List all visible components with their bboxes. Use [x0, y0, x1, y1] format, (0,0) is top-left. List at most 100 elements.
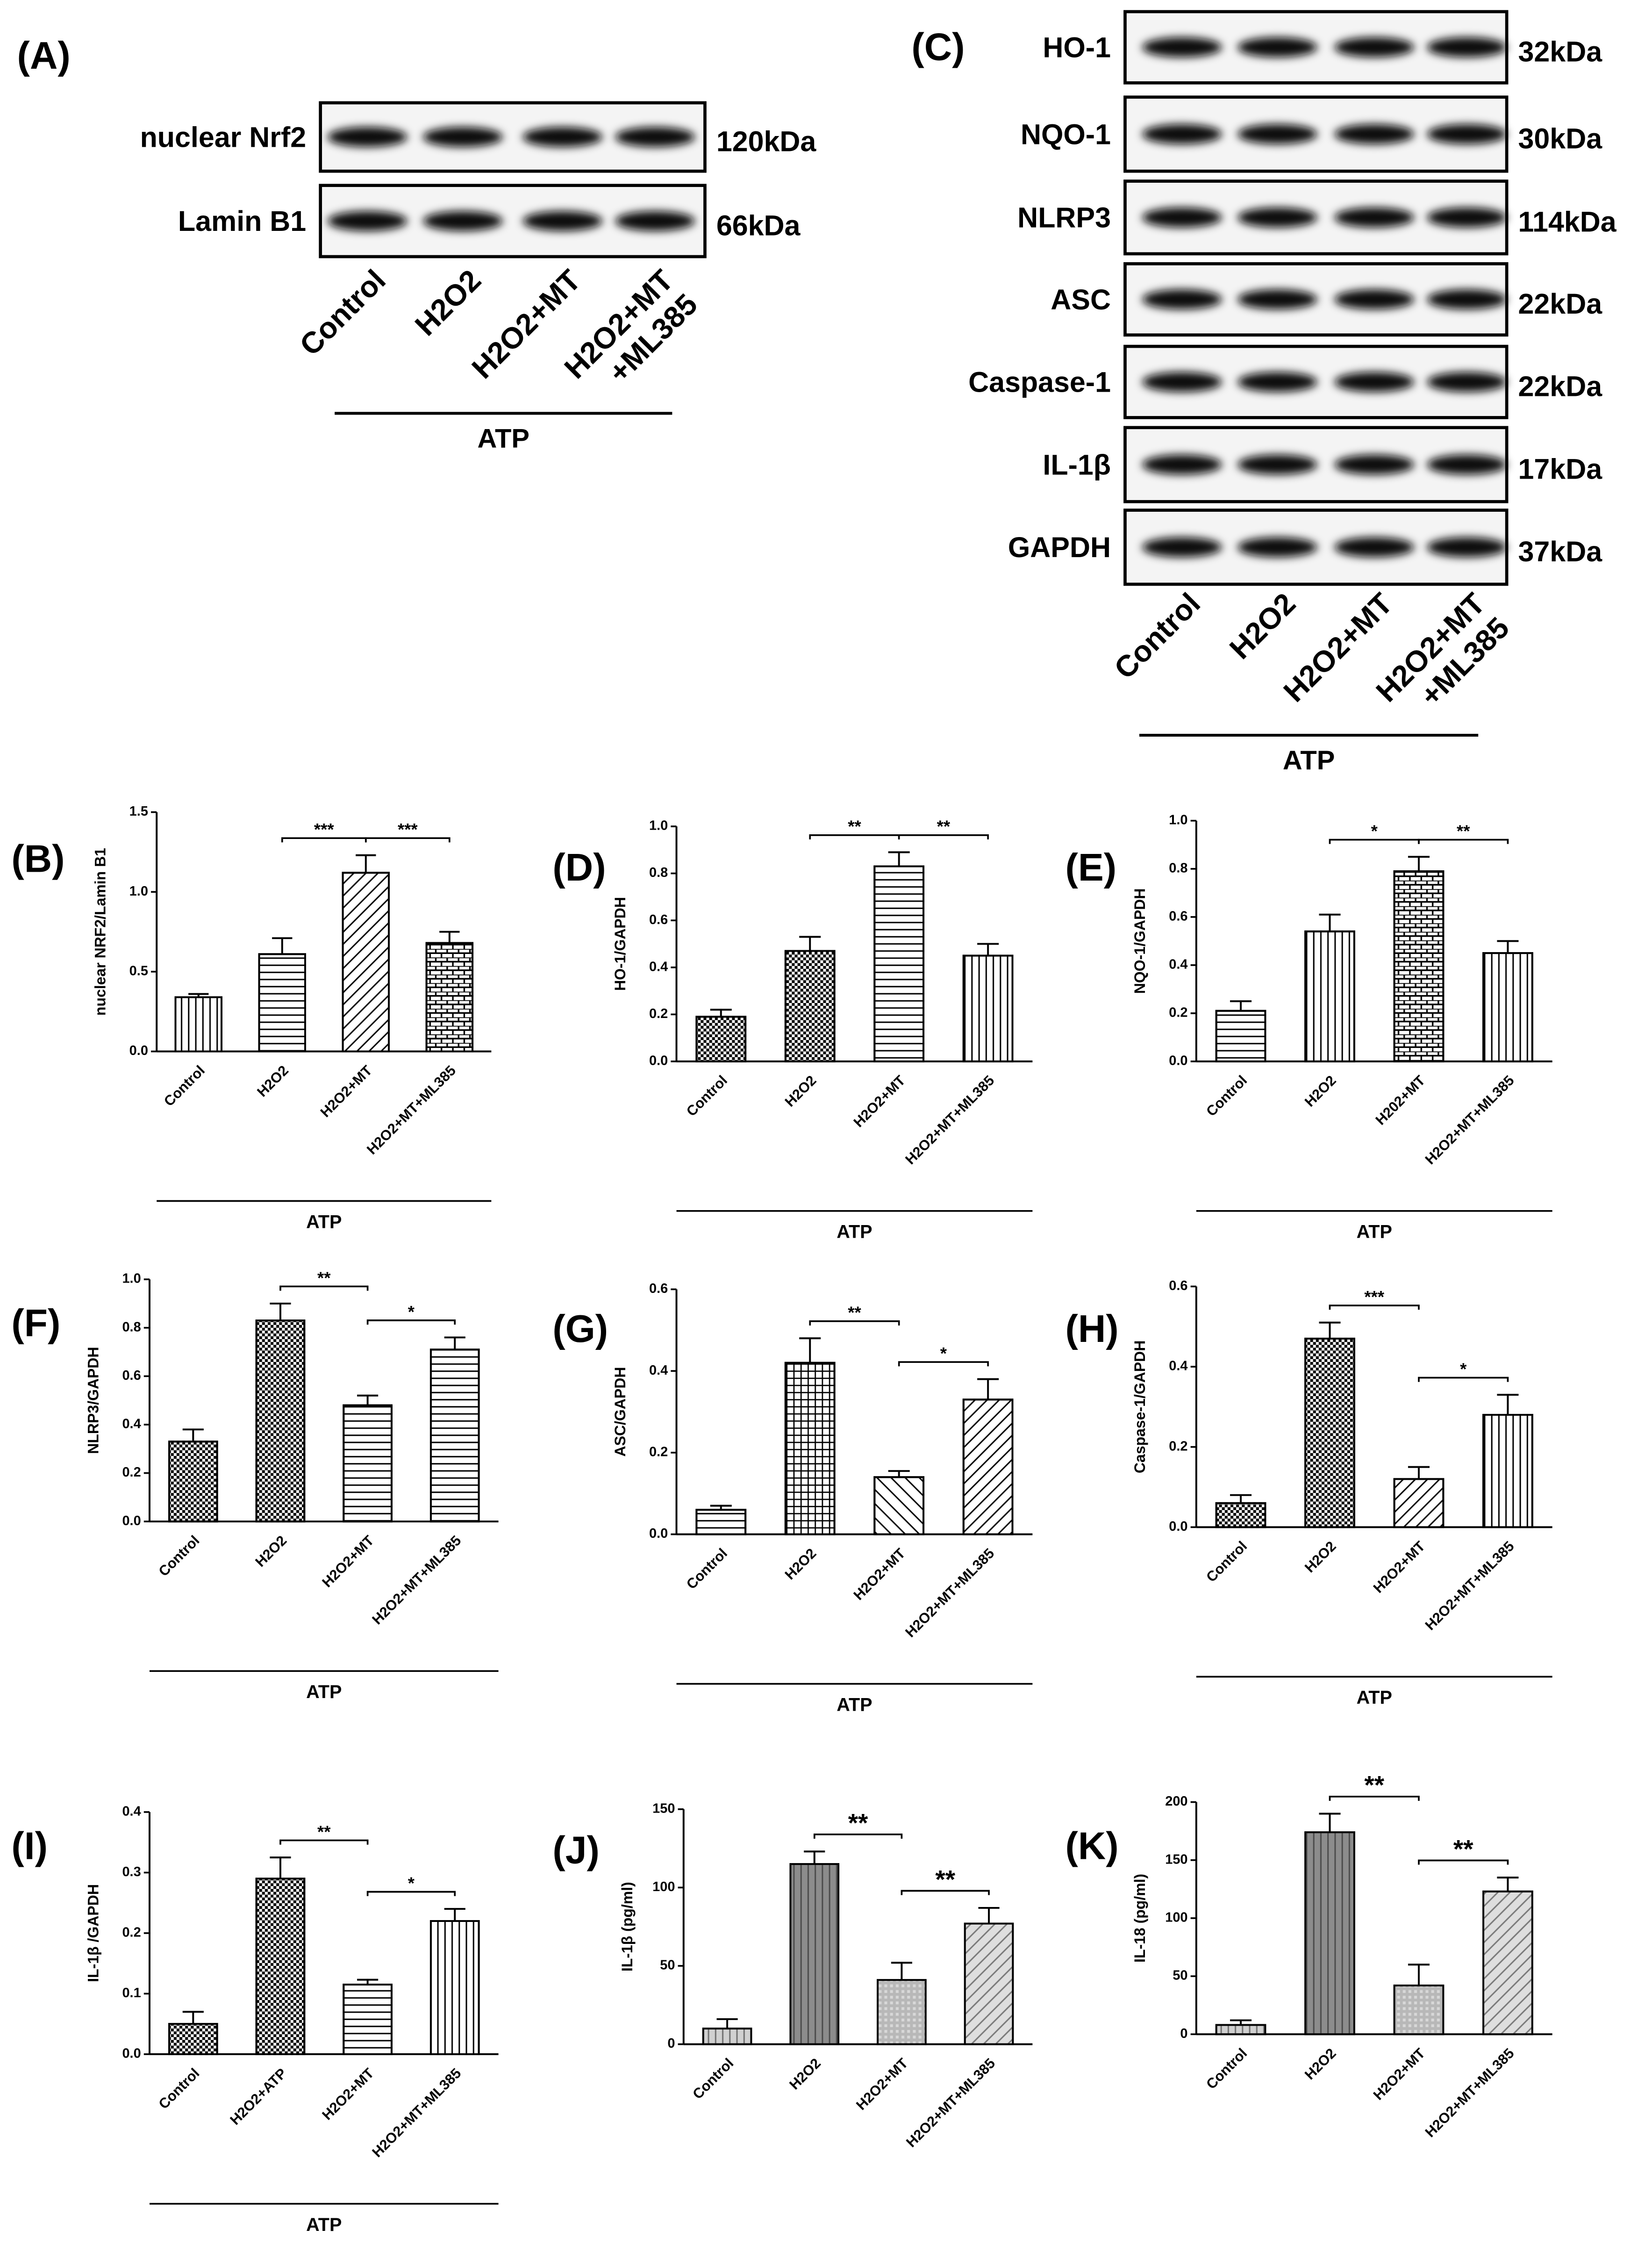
x-tick-label: H2O2: [254, 1062, 292, 1100]
x-tick-label: Control: [690, 2055, 737, 2102]
bar-pattern: [168, 1441, 218, 1523]
blot-band: [1142, 207, 1222, 228]
group-label: ATP: [837, 1694, 872, 1715]
protein-size: 22kDa: [1518, 288, 1603, 320]
blot-band: [1142, 289, 1222, 309]
bar-pattern: [343, 1983, 393, 2055]
panel-label: (E): [1065, 846, 1116, 889]
y-tick-label: 1.0: [1169, 812, 1187, 827]
significance-bracket: [365, 837, 451, 843]
y-tick-label: 0.0: [129, 1043, 148, 1058]
x-tick-label: H2O2+MT+ML385: [369, 1533, 465, 1628]
significance-label: *: [1460, 1359, 1467, 1378]
significance-label: *: [940, 1344, 947, 1363]
protein-name: ASC: [1051, 284, 1111, 315]
group-label: ATP: [306, 1212, 342, 1232]
blot-band: [522, 211, 603, 231]
y-tick-label: 0.0: [1169, 1519, 1187, 1534]
group-label: ATP: [478, 423, 529, 453]
blot-band: [1142, 124, 1222, 144]
y-tick-label: 0.2: [1169, 1439, 1187, 1454]
y-tick-label: 0.3: [122, 1864, 141, 1879]
y-tick-label: 0.2: [122, 1465, 141, 1480]
significance-label: **: [317, 1822, 331, 1841]
y-tick-label: 0.4: [1169, 957, 1187, 972]
y-tick-label: 0.8: [649, 865, 668, 880]
lane-label-line: Control: [1108, 587, 1207, 686]
bar-pattern: [702, 2028, 752, 2045]
x-tick-label: H2O2+MT: [1370, 1538, 1428, 1596]
significance-label: **: [1457, 821, 1470, 840]
y-tick-label: 0.0: [649, 1054, 668, 1068]
group-label: ATP: [306, 2215, 342, 2235]
x-tick-label: H2O2+MT+ML385: [1422, 2045, 1517, 2141]
blot-band: [1334, 454, 1415, 475]
protein-name: HO-1: [1043, 31, 1111, 63]
bar-pattern: [1482, 1890, 1533, 2036]
x-tick-label: H202+MT: [1373, 1072, 1429, 1128]
y-axis-label: HO-1/GAPDH: [612, 897, 629, 991]
y-axis-label: ASC/GAPDH: [612, 1367, 629, 1457]
x-tick-label: H2O2: [1302, 2045, 1339, 2083]
blot-band: [1427, 289, 1507, 309]
y-tick-label: 150: [1165, 1852, 1187, 1867]
x-tick-label: H2O2+MT: [319, 1532, 377, 1590]
panel-label: (G): [552, 1308, 608, 1350]
blot-band: [423, 211, 503, 231]
y-tick-label: 0.0: [122, 2046, 141, 2061]
y-tick-label: 150: [652, 1801, 675, 1816]
bar-pattern: [1215, 2024, 1266, 2036]
y-tick-label: 1.0: [122, 1271, 141, 1286]
group-label: ATP: [1357, 1687, 1392, 1708]
protein-size: 66kDa: [716, 209, 801, 241]
blot-band: [1334, 537, 1415, 558]
y-tick-label: 50: [1173, 1968, 1187, 1983]
blot-band: [1237, 454, 1317, 475]
significance-bracket: [1418, 1859, 1509, 1865]
significance-bracket: [1329, 1305, 1420, 1310]
lane-label: Control: [1108, 587, 1207, 686]
bar-pattern: [784, 950, 836, 1062]
bar-pattern: [784, 1362, 836, 1535]
blot-band: [1237, 537, 1317, 558]
x-tick-label: H2O2+MT: [317, 1062, 375, 1120]
protein-size: 22kDa: [1518, 371, 1603, 402]
bar-pattern: [168, 2023, 218, 2055]
y-axis-label: IL-18 (pg/ml): [1131, 1874, 1148, 1963]
blot-band: [1237, 37, 1317, 57]
x-tick-label: Control: [1203, 1072, 1251, 1119]
significance-bracket: [366, 1319, 456, 1325]
y-tick-label: 0.4: [649, 1363, 668, 1378]
y-tick-label: 0.0: [122, 1513, 141, 1528]
blot-band: [1427, 37, 1507, 57]
y-tick-label: 1.5: [129, 804, 148, 819]
bar-pattern: [962, 1398, 1014, 1535]
y-tick-label: 0.5: [129, 964, 148, 979]
y-tick-label: 0.1: [122, 1986, 141, 2000]
panel-label: (F): [11, 1302, 60, 1345]
y-tick-label: 0.0: [1169, 1054, 1187, 1068]
x-tick-label: H2O2+MT+ML385: [902, 1545, 998, 1641]
protein-size: 30kDa: [1518, 122, 1603, 154]
significance-label: *: [1371, 821, 1378, 840]
blot-band: [1334, 372, 1415, 392]
x-tick-label: H2O2+MT+ML385: [902, 1072, 998, 1168]
bar-pattern: [695, 1509, 747, 1535]
y-axis-label: Caspase-1/GAPDH: [1131, 1341, 1148, 1473]
bar-pattern: [174, 996, 222, 1053]
y-tick-label: 1.0: [649, 818, 668, 833]
significance-bracket: [898, 1361, 989, 1367]
bar-pattern: [789, 1863, 840, 2045]
blot-band: [1237, 289, 1317, 309]
x-tick-label: Control: [1203, 1538, 1251, 1585]
blot-band: [1427, 372, 1507, 392]
bar-pattern: [1482, 952, 1533, 1062]
significance-bracket: [279, 1285, 369, 1291]
x-tick-label: H2O2+MT+ML385: [369, 2065, 465, 2160]
x-tick-label: H2O2+MT+ML385: [364, 1062, 459, 1158]
significance-label: *: [408, 1873, 415, 1893]
blot-band: [1334, 289, 1415, 309]
y-tick-label: 0.4: [1169, 1359, 1187, 1374]
significance-label: **: [317, 1268, 331, 1287]
